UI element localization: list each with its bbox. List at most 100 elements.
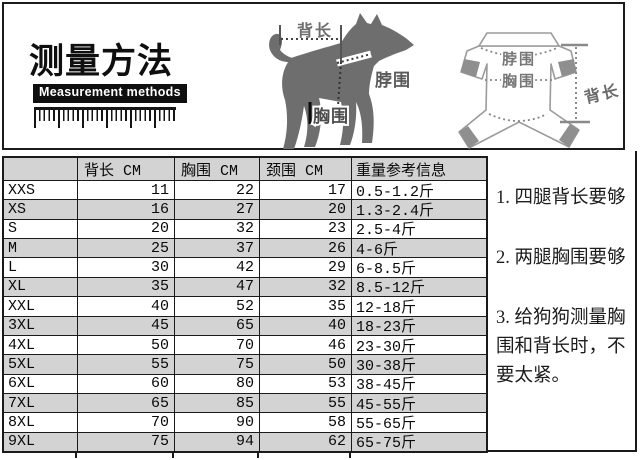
neck-girth-cell: 17 [260, 181, 352, 200]
chest-girth-cell: 47 [175, 277, 260, 297]
neck-girth-cell: 20 [260, 200, 352, 219]
neck-girth-cell: 46 [260, 335, 352, 355]
weight-cell: 2.5-4斤 [356, 222, 417, 239]
table-row: XL 35 47 32 8.5-12斤 [4, 277, 486, 298]
neck-girth-label: 脖围 [375, 70, 411, 90]
size-cell: XXL [4, 297, 78, 316]
size-cell: S [4, 219, 78, 239]
weight-cell: 1.3-2.4斤 [356, 203, 435, 219]
back-length-cell: 35 [78, 277, 175, 297]
back-length-cell: 40 [78, 297, 175, 316]
table-row: S 20 32 23 2.5-4斤 [4, 219, 486, 240]
note-item-1: 1. 四腿背长要够 [496, 188, 626, 208]
back-length-cell: 50 [78, 335, 175, 355]
dog-tail-shape [269, 33, 295, 63]
table-row: 4XL 50 70 46 23-30斤 [4, 335, 486, 356]
back-length-cell: 65 [78, 393, 175, 413]
hem-dotted-curve [488, 113, 548, 122]
back-length-cell: 20 [78, 219, 175, 239]
neck-girth-cell: 55 [260, 393, 352, 413]
table-row: L 30 42 29 6-8.5斤 [4, 258, 486, 278]
chest-girth-cell: 22 [175, 181, 260, 200]
chest-girth-cell: 27 [175, 200, 260, 219]
table-row: 9XL 75 94 62 65-75斤 [4, 432, 486, 452]
neck-dotted-line [336, 53, 372, 64]
right-sleeve-cuff [558, 59, 576, 77]
back-length-cell: 60 [78, 374, 175, 393]
weight-cell: 6-8.5斤 [356, 261, 417, 277]
neck-girth-cell: 62 [260, 432, 352, 452]
neck-girth-cell: 29 [260, 258, 352, 277]
weight-cell: 12-18斤 [356, 299, 417, 316]
weight-cell: 8.5-12斤 [356, 280, 426, 297]
weight-cell: 55-65斤 [356, 416, 417, 432]
weight-cell: 23-30斤 [356, 338, 417, 355]
table-row: 3XL 45 65 40 18-23斤 [4, 316, 486, 336]
chest-girth-cell: 37 [175, 239, 260, 258]
grid-stub [172, 452, 174, 458]
left-sleeve-cuff [461, 59, 480, 77]
back-length-label: 背长 [297, 21, 333, 40]
back-length-cell: 16 [78, 200, 175, 219]
size-cell: 9XL [4, 432, 78, 452]
back-length-cell: 45 [78, 316, 175, 335]
neck-girth-cell: 58 [260, 413, 352, 432]
chest-girth-label: 胸围 [313, 106, 349, 126]
size-cell: 4XL [4, 335, 78, 355]
note-item-3: 3. 给狗狗测量胸围和背长时，不要太紧。 [496, 308, 626, 386]
top-illustration-frame: 测量方法 Measurement methods 背长 胸围 脖围 [2, 2, 625, 150]
chest-girth-cell: 32 [175, 219, 260, 239]
neck-girth-cell: 26 [260, 239, 352, 258]
back-length-label: 背长 [582, 81, 621, 108]
grid-stub [75, 452, 77, 458]
ruler-icon [34, 106, 176, 128]
back-length-cell: 70 [78, 413, 175, 432]
neck-girth-cell: 32 [260, 277, 352, 297]
back-length-cell: 55 [78, 355, 175, 374]
weight-cell: 38-45斤 [356, 377, 417, 393]
grid-stub [257, 452, 259, 458]
weight-cell: 4-6斤 [356, 241, 399, 258]
chest-girth-cell: 80 [175, 374, 260, 393]
back-length-cell: 30 [78, 258, 175, 277]
left-leg-cuff [459, 126, 479, 148]
size-cell: 6XL [4, 374, 78, 393]
dog-side-diagram: 背长 胸围 脖围 [269, 13, 414, 149]
page-title: 测量方法 [29, 42, 174, 81]
chest-girth-cell: 52 [175, 297, 260, 316]
page-subtitle-bar: Measurement methods [33, 84, 187, 103]
weight-cell: 18-23斤 [356, 319, 417, 335]
chest-girth-cell: 85 [175, 393, 260, 413]
header-cell-weight: 重量参考信息 [356, 162, 447, 180]
title-block: 测量方法 Measurement methods [29, 44, 189, 128]
right-leg-cuff [559, 124, 579, 147]
size-cell: XS [4, 200, 78, 219]
note-item-2: 2. 两腿胸围要够 [496, 248, 626, 268]
chest-girth-cell: 42 [175, 258, 260, 277]
size-cell: 7XL [4, 393, 78, 413]
table-row: 6XL 60 80 53 38-45斤 [4, 374, 486, 394]
size-cell: L [4, 258, 78, 277]
neck-girth-cell: 23 [260, 219, 352, 239]
weight-cell: 45-55斤 [356, 396, 417, 413]
back-length-cell: 75 [78, 432, 175, 452]
neck-girth-cell: 35 [260, 297, 352, 316]
chest-girth-cell: 90 [175, 413, 260, 432]
weight-cell: 65-75斤 [356, 435, 417, 452]
garment-collar [477, 32, 561, 47]
chest-girth-cell: 94 [175, 432, 260, 452]
garment-top-diagram: 脖围 胸围 背长 [458, 32, 622, 149]
size-table: 背长 CM 胸围 CM 颈围 CM 重量参考信息 XXS 11 22 17 0.5-1.… [2, 156, 488, 453]
header-cell-back: 背长 CM [78, 158, 175, 180]
neck-girth-cell: 53 [260, 374, 352, 393]
table-row: 7XL 65 85 55 45-55斤 [4, 393, 486, 414]
neck-girth-cell: 50 [260, 355, 352, 374]
header-cell-neck: 颈围 CM [260, 158, 352, 180]
size-table-header: 背长 CM 胸围 CM 颈围 CM 重量参考信息 [4, 158, 486, 181]
table-row: M 25 37 26 4-6斤 [4, 239, 486, 259]
table-row: 5XL 55 75 50 30-38斤 [4, 355, 486, 375]
table-row: XXS 11 22 17 0.5-1.2斤 [4, 181, 486, 201]
table-row: 8XL 70 90 58 55-65斤 [4, 413, 486, 433]
neck-girth-cell: 40 [260, 316, 352, 335]
